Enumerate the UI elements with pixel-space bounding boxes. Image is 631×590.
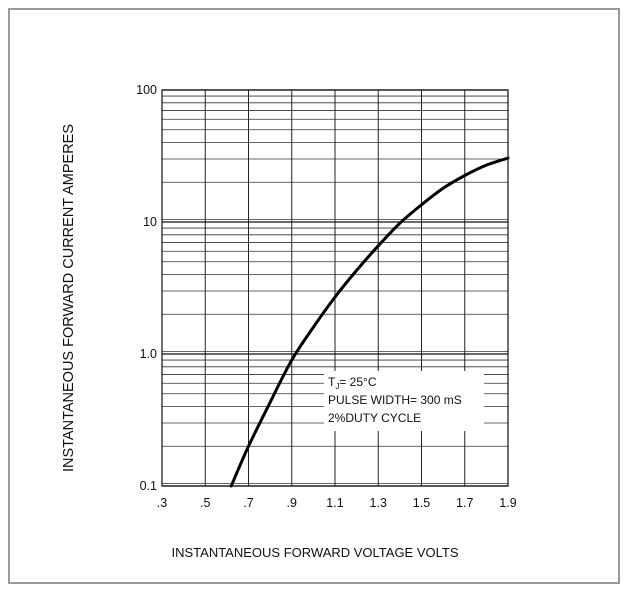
- forward-characteristics-chart: .3 .5 .7 .9 1.1 1.3 1.5 1.7 1.9 0.1 1.0 10 100 TJ= …: [61, 83, 517, 560]
- tj-subscript: J: [335, 382, 339, 391]
- tj-value: = 25: [339, 375, 363, 389]
- x-tick-label: .3: [157, 496, 167, 510]
- forward-current-curve: [229, 156, 510, 488]
- y-axis-label: INSTANTANEOUS FORWARD CURRENT AMPERES: [61, 124, 77, 472]
- x-axis-label: INSTANTANEOUS FORWARD VOLTAGE VOLTS: [172, 545, 459, 560]
- x-tick-label: 1.9: [499, 496, 516, 510]
- y-tick-label: 10: [143, 215, 157, 229]
- y-tick-labels: 0.1 1.0 10 100: [136, 83, 157, 493]
- x-tick-labels: .3 .5 .7 .9 1.1 1.3 1.5 1.7 1.9: [157, 496, 517, 510]
- y-tick-label: 100: [136, 83, 157, 97]
- x-tick-label: .9: [287, 496, 297, 510]
- figure-frame: .3 .5 .7 .9 1.1 1.3 1.5 1.7 1.9 0.1 1.0 10 100 TJ= …: [8, 8, 620, 584]
- x-tick-label: 1.5: [413, 496, 430, 510]
- pulse-width-note: PULSE WIDTH= 300 mS: [328, 393, 462, 407]
- duty-cycle-note: 2%DUTY CYCLE: [328, 411, 421, 425]
- x-tick-label: 1.3: [370, 496, 387, 510]
- tj-prefix: T: [328, 375, 336, 389]
- plot-area-border: [161, 89, 509, 487]
- x-tick-label: .5: [200, 496, 210, 510]
- y-tick-label: 1.0: [140, 347, 157, 361]
- annotation-box: [324, 371, 484, 431]
- x-tick-label: .7: [243, 496, 253, 510]
- x-tick-label: 1.7: [456, 496, 473, 510]
- x-tick-label: 1.1: [326, 496, 343, 510]
- y-tick-label: 0.1: [140, 479, 157, 493]
- junction-temperature-note: TJ= 25°C: [328, 375, 377, 391]
- tj-unit: °C: [363, 375, 377, 389]
